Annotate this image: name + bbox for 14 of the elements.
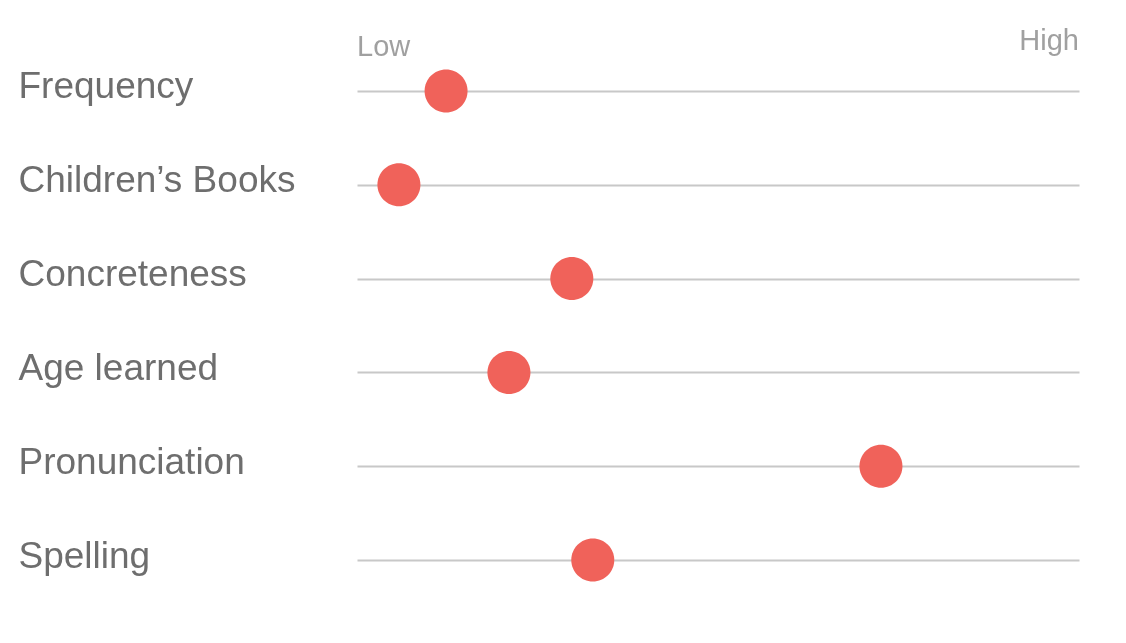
y-tick-label: Spelling: [18, 534, 151, 576]
point: [571, 538, 615, 582]
point: [487, 350, 531, 394]
point: [377, 163, 421, 207]
point: [550, 257, 594, 301]
y-tick-label: Frequency: [18, 65, 194, 107]
y-tick-label: Pronunciation: [18, 440, 245, 482]
text: Low: [357, 30, 412, 62]
y-tick-label: Children’s Books: [18, 159, 296, 201]
y-tick-label: Age learned: [18, 346, 219, 388]
y-tick-label: Concreteness: [18, 253, 247, 295]
text: High: [1019, 24, 1079, 56]
point: [859, 444, 903, 488]
point: [424, 69, 468, 113]
